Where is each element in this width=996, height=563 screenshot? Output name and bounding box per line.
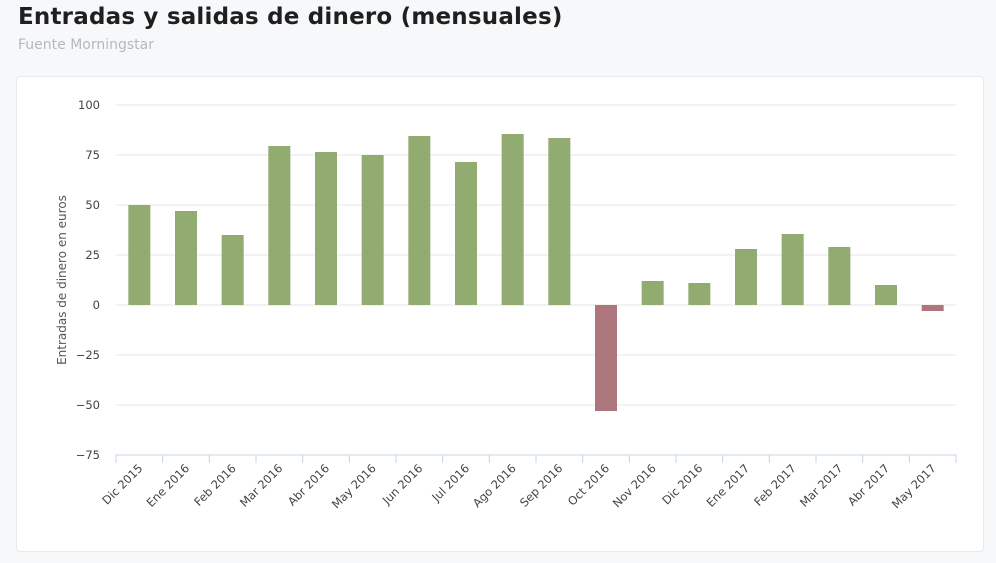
bar-ene-2017[interactable] [735, 249, 757, 305]
bar-nov-2016[interactable] [641, 281, 664, 305]
y-tick-label: 0 [93, 298, 100, 312]
x-tick-label: Ene 2017 [704, 461, 752, 509]
x-tick-label: Dic 2016 [659, 461, 705, 507]
y-tick-label: 50 [85, 198, 100, 212]
y-tick-label: 75 [85, 148, 100, 162]
x-tick-label: Jun 2016 [379, 461, 426, 508]
bar-jul-2016[interactable] [455, 162, 477, 305]
y-axis-ticks: 100 75 50 25 0 −25 −50 −75 [76, 98, 100, 462]
y-tick-label: 25 [85, 248, 100, 262]
y-axis-label: Entradas de dinero en euros [55, 195, 69, 365]
y-tick-label: −25 [76, 348, 100, 362]
bar-oct-2016[interactable] [595, 305, 617, 411]
bar-ene-2016[interactable] [175, 211, 197, 305]
page-subtitle: Fuente Morningstar [18, 37, 154, 53]
y-tick-label: 100 [78, 98, 100, 112]
bar-may-2017[interactable] [921, 305, 944, 311]
bar-feb-2017[interactable] [781, 234, 804, 305]
bars [128, 134, 944, 411]
y-tick-label: −75 [76, 448, 100, 462]
bar-sep-2016[interactable] [548, 138, 571, 305]
bar-abr-2016[interactable] [315, 152, 337, 305]
bar-dic-2016[interactable] [688, 283, 711, 305]
bar-dic-2015[interactable] [128, 205, 151, 305]
x-tick-label: Ene 2016 [144, 461, 192, 509]
bar-feb-2016[interactable] [221, 235, 244, 305]
x-tick-label: Abr 2017 [845, 461, 892, 508]
page-title: Entradas y salidas de dinero (mensuales) [18, 4, 563, 30]
x-tick-label: Nov 2016 [610, 461, 659, 510]
x-tick-label: Dic 2015 [99, 461, 145, 507]
x-tick-label: Jul 2016 [428, 461, 472, 505]
bar-ago-2016[interactable] [501, 134, 524, 305]
x-tick-label: Mar 2016 [237, 461, 286, 510]
x-tick-label: May 2017 [889, 461, 939, 511]
x-tick-label: Mar 2017 [797, 461, 846, 510]
bar-abr-2017[interactable] [875, 285, 897, 305]
x-tick-label: Sep 2016 [517, 461, 566, 510]
bar-mar-2016[interactable] [268, 146, 291, 305]
x-tick-label: Abr 2016 [285, 461, 332, 508]
x-tick-label: Feb 2016 [191, 461, 239, 509]
x-tick-label: Feb 2017 [751, 461, 799, 509]
bar-jun-2016[interactable] [408, 136, 431, 305]
bar-may-2016[interactable] [361, 155, 384, 305]
x-tick-label: Oct 2016 [565, 461, 612, 508]
y-tick-label: −50 [76, 398, 100, 412]
bar-mar-2017[interactable] [828, 247, 851, 305]
x-tick-label: Ago 2016 [470, 461, 519, 510]
x-tick-label: May 2016 [329, 461, 379, 511]
